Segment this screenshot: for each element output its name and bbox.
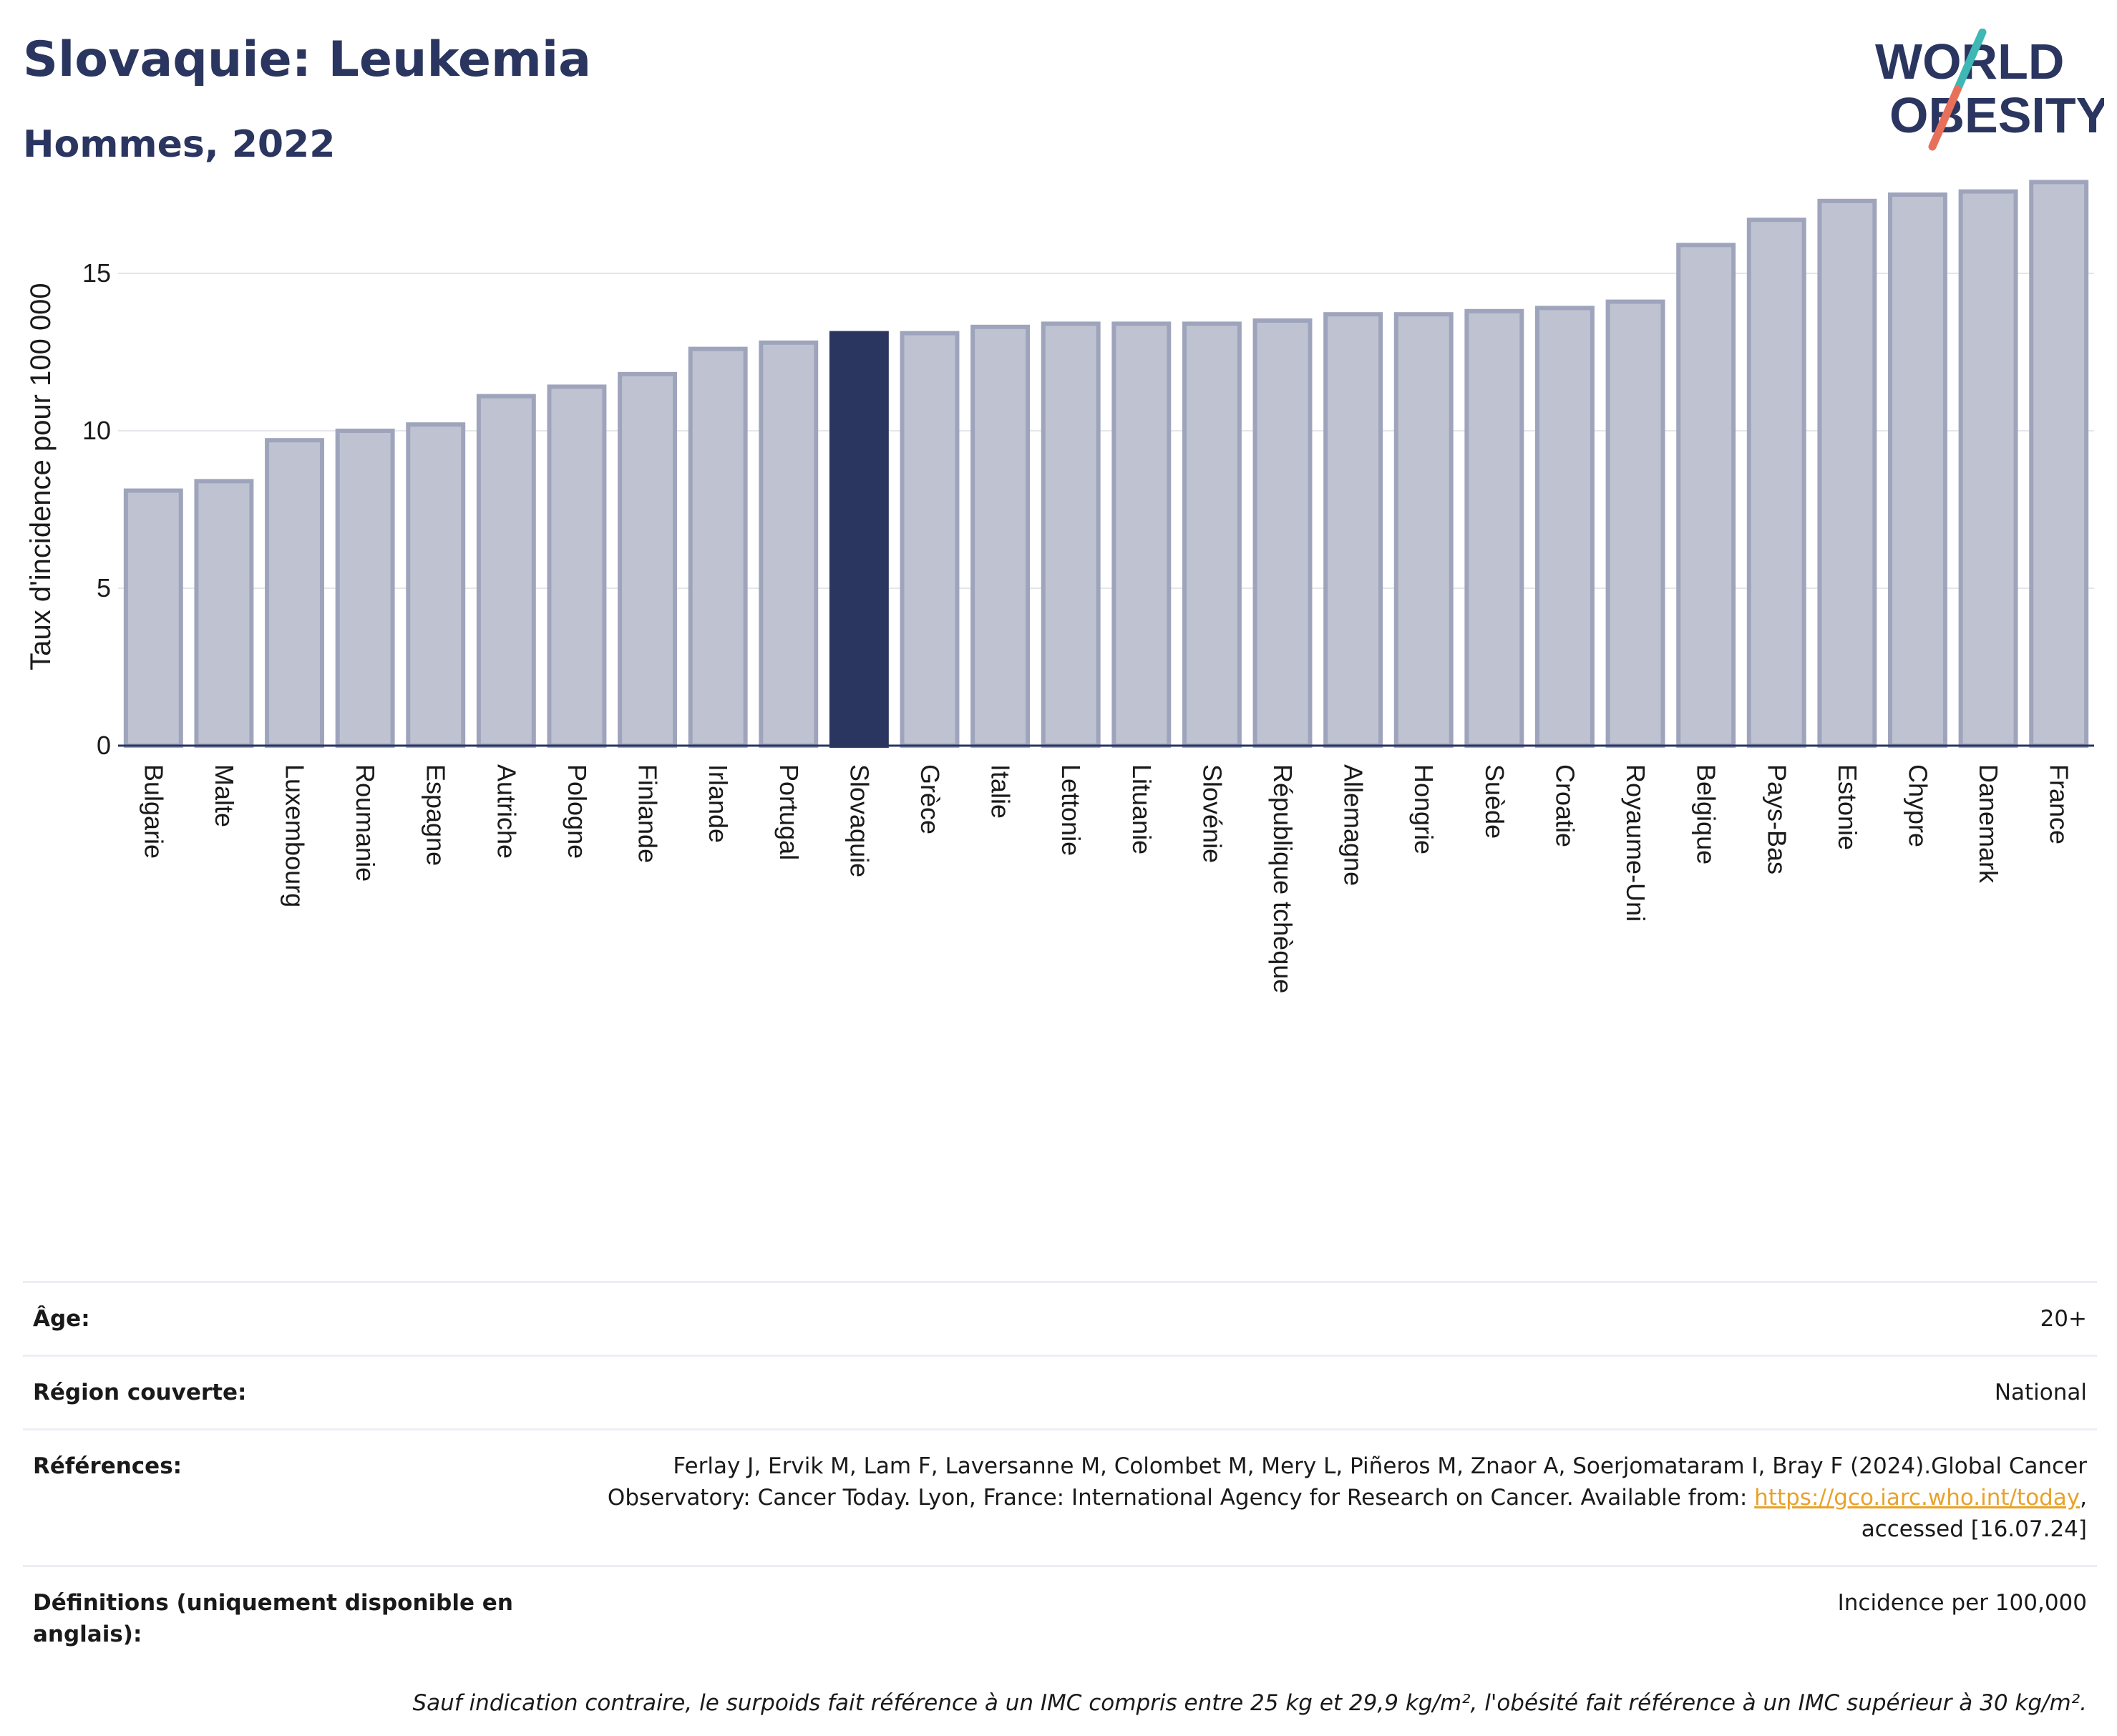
bar-lettonie [1041, 321, 1101, 748]
x-tick-label: Portugal [774, 764, 804, 860]
references-accessed: , accessed [16.07.24] [1861, 1485, 2087, 1542]
bar-irlande [688, 346, 748, 748]
logo-line2: OBESITY [1889, 87, 2104, 143]
bar-roumanie [335, 429, 395, 748]
x-tick-label: Finlande [633, 764, 663, 863]
bar-croatie [1534, 306, 1595, 748]
bar-allemagne [1323, 312, 1383, 748]
references-value: Ferlay J, Ervik M, Lam F, Laversanne M, … [548, 1450, 2087, 1545]
x-tick-label: Bulgarie [139, 764, 168, 859]
bar-chypre [1888, 192, 1947, 748]
x-tick-label: Luxembourg [281, 764, 310, 907]
x-tick-label: Hongrie [1409, 764, 1439, 854]
references-label: Références: [33, 1453, 182, 1479]
references-link[interactable]: https://gco.iarc.who.int/today [1754, 1485, 2080, 1511]
bar-estonie [1817, 198, 1877, 748]
meta-row-definitions: Définitions (uniquement disponible en an… [23, 1565, 2097, 1670]
y-tick-label: 15 [82, 258, 111, 288]
bar-slov-nie [1182, 321, 1242, 748]
bar-hongrie [1393, 312, 1454, 748]
bar-slovaquie [829, 331, 889, 748]
x-tick-label: Malte [210, 764, 239, 827]
bar-malte [194, 479, 254, 748]
x-tick-label: Danemark [1974, 764, 2003, 884]
x-tick-label: Royaume-Uni [1621, 764, 1650, 922]
x-tick-label: République tchèque [1268, 764, 1298, 993]
bar-lituanie [1111, 321, 1172, 748]
y-tick-label: 10 [82, 416, 111, 445]
bar-pologne [547, 384, 607, 748]
x-tick-label: Roumanie [351, 764, 380, 882]
x-tick-label: Italie [986, 764, 1016, 819]
bar-chart: 0 5 10 15 Bulgarie Malte Luxembourg Roumanie Esp… [25, 180, 2094, 993]
meta-row-region: Région couverte: National [23, 1355, 2097, 1428]
world-obesity-logo: WORLD OBESITY [1875, 29, 2104, 151]
footnote: Sauf indication contraire, le surpoids f… [412, 1690, 2087, 1716]
x-tick-label: Belgique [1692, 764, 1721, 864]
bar-france [2029, 180, 2089, 748]
x-tick-label: Grèce [915, 764, 945, 834]
metadata-table: Âge: 20+ Région couverte: National Référ… [23, 1281, 2097, 1736]
x-tick-label: France [2045, 764, 2074, 844]
region-label: Région couverte: [33, 1380, 247, 1405]
bar-autriche [476, 394, 536, 748]
y-axis-label: Taux d'incidence pour 100 000 [25, 283, 57, 670]
logo-slash-bottom [1928, 85, 1962, 151]
logo-slash-top [1953, 29, 1987, 94]
x-tick-label: Suède [1480, 764, 1509, 839]
bar-r-publique-tch-que [1252, 318, 1313, 748]
bar-danemark [1958, 189, 2018, 748]
references-text: Ferlay J, Ervik M, Lam F, Laversanne M, … [607, 1453, 2087, 1511]
region-value: National [1994, 1380, 2087, 1405]
bar-pays-bas [1746, 218, 1806, 748]
bar-gr-ce [900, 331, 960, 748]
x-tick-label: Slovaquie [845, 764, 874, 877]
bar-belgique [1676, 243, 1736, 748]
definitions-value: Incidence per 100,000 [1837, 1590, 2087, 1616]
x-tick-label: Lettonie [1056, 764, 1086, 856]
meta-row-age: Âge: 20+ [23, 1281, 2097, 1355]
bar-finlande [618, 371, 678, 748]
age-value: 20+ [2040, 1306, 2087, 1332]
bar-italie [970, 324, 1031, 748]
page-subtitle: Hommes, 2022 [23, 123, 336, 166]
definitions-label: Définitions (uniquement disponible en an… [33, 1590, 513, 1647]
x-tick-label: Slovénie [1197, 764, 1227, 863]
bar-royaume-uni [1605, 299, 1665, 748]
x-tick-label: Estonie [1833, 764, 1862, 850]
x-tick-label: Espagne [422, 764, 451, 866]
x-tick-label: Allemagne [1339, 764, 1368, 886]
x-tick-label: Pologne [563, 764, 592, 859]
x-tick-label: Lituanie [1127, 764, 1157, 854]
age-label: Âge: [33, 1306, 90, 1332]
bar-portugal [759, 340, 819, 748]
meta-row-references: Références: Ferlay J, Ervik M, Lam F, La… [23, 1428, 2097, 1565]
bar-su-de [1464, 308, 1524, 748]
page-title: Slovaquie: Leukemia [23, 31, 592, 88]
x-tick-label: Chypre [1903, 764, 1932, 847]
bar-espagne [406, 422, 466, 748]
x-tick-label: Croatie [1550, 764, 1580, 847]
y-tick-label: 0 [97, 731, 111, 760]
y-tick-label: 5 [97, 573, 111, 603]
bar-bulgarie [123, 488, 183, 748]
x-tick-label: Pays-Bas [1762, 764, 1791, 874]
bar-luxembourg [265, 438, 324, 748]
x-tick-label: Autriche [492, 764, 521, 859]
x-tick-label: Irlande [704, 764, 733, 843]
